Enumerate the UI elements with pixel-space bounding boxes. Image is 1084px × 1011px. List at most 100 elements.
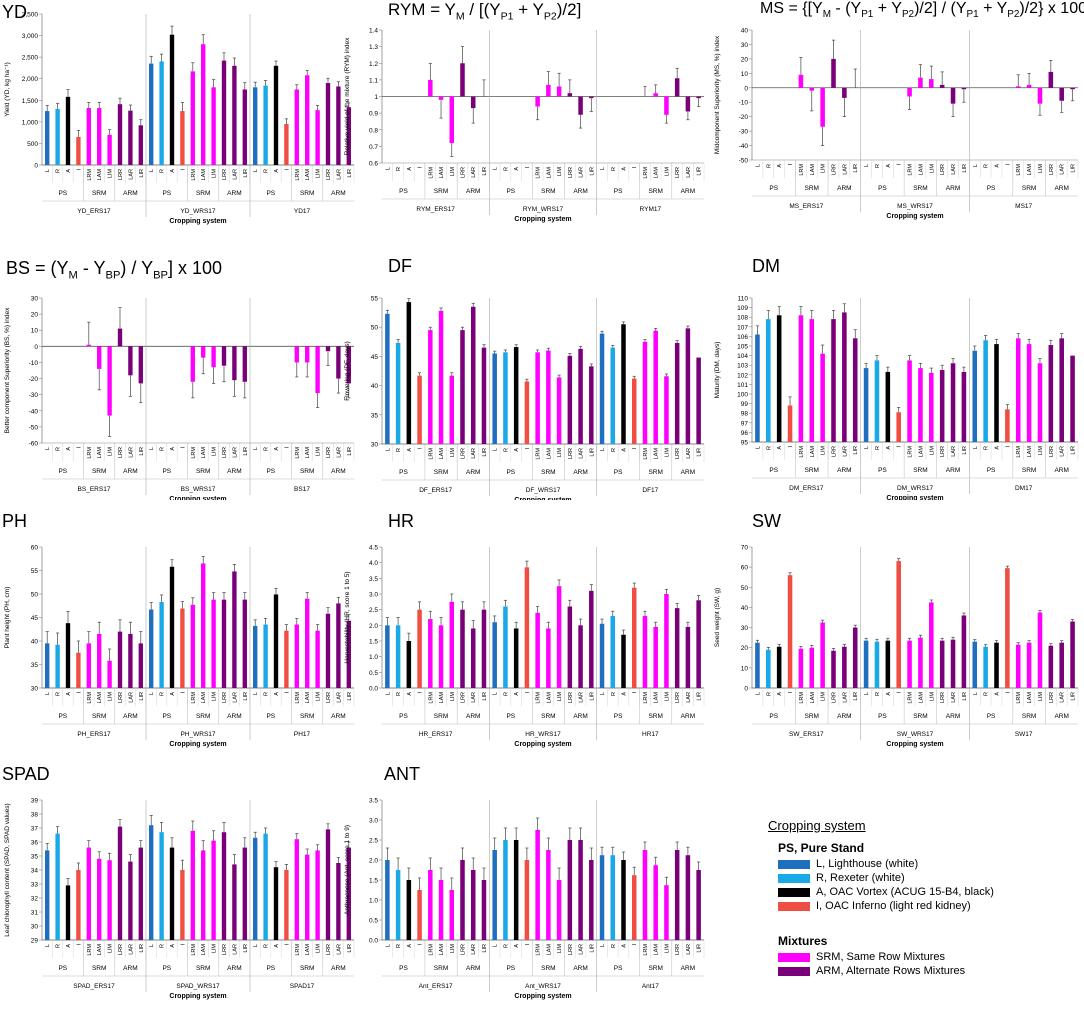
x-tick-label: LIM [316, 447, 322, 457]
bar [315, 850, 320, 940]
spad-panel: SPAD Leaf chlorophyll content (SPAD, SPA… [0, 758, 360, 1006]
bar [336, 86, 341, 165]
x-tick-label: I [180, 447, 186, 449]
bar [939, 370, 945, 442]
x-tick-label: A [274, 169, 280, 173]
x-tick-label: LAR [232, 447, 238, 458]
x-tick-label: R [160, 169, 166, 173]
bar [190, 71, 195, 165]
x-axis-title: Cropping system [886, 741, 943, 748]
x-tick-label: L [45, 169, 51, 172]
bar [159, 61, 164, 166]
x-tick-label: LAM [918, 692, 924, 704]
x-tick-label: R [503, 944, 509, 948]
bar [642, 615, 648, 688]
x-tick-label: LAM [918, 446, 924, 458]
x-tick-label: LRM [799, 164, 805, 176]
bar [578, 840, 583, 940]
bar [599, 333, 605, 444]
bar [438, 310, 444, 444]
bar [685, 96, 691, 112]
bar [492, 353, 497, 444]
group-label: ARM [573, 469, 587, 476]
x-tick-label: A [274, 692, 280, 696]
x-tick-label: LAM [201, 169, 207, 181]
x-tick-label: R [984, 164, 990, 168]
x-tick-label: LIM [316, 692, 322, 702]
x-tick-label: LRR [1049, 446, 1055, 457]
y-tick-label: 39 [31, 798, 39, 805]
bar [481, 880, 487, 940]
bar [929, 602, 934, 688]
x-tick-label: LIM [316, 944, 322, 954]
x-tick-label: LIR [589, 692, 595, 701]
x-tick-label: LRM [295, 169, 301, 181]
bar [460, 860, 465, 940]
x-axis-title: Cropping system [169, 496, 226, 500]
y-tick-label: 105 [737, 344, 748, 351]
bar [776, 315, 782, 442]
x-tick-label: LRM [536, 692, 542, 704]
legend-label-a: A, OAC Vortex (ACUG 15-B4, black) [816, 886, 994, 898]
x-tick-label: LAM [305, 447, 311, 459]
bar [983, 340, 988, 442]
bar [65, 623, 71, 688]
bar [950, 87, 956, 104]
x-tick-label: LRR [326, 169, 332, 180]
y-tick-label: 1 [374, 94, 378, 101]
bar [939, 84, 945, 88]
x-tick-label: A [995, 446, 1001, 450]
x-tick-label: LIR [482, 448, 488, 457]
x-tick-label: LIR [243, 447, 249, 456]
x-tick-label: LIR [589, 944, 595, 953]
group-label: SRM [434, 965, 448, 972]
bar [336, 346, 341, 379]
y-tick-label: 50 [371, 325, 379, 332]
y-tick-label: -40 [29, 408, 39, 415]
x-tick-label: LRM [643, 944, 649, 956]
x-tick-label: LIM [664, 944, 670, 954]
y-tick-label: 55 [371, 296, 379, 303]
y-tick-label: -30 [29, 392, 39, 399]
bar [1048, 71, 1054, 88]
y-tick-label: 106 [737, 334, 748, 341]
y-tick-label: 50 [31, 592, 39, 599]
y-tick-label: 1,500 [22, 98, 39, 105]
bar [929, 79, 934, 88]
bar [918, 368, 923, 442]
bar [128, 346, 133, 376]
bar [232, 65, 237, 165]
x-tick-label: LAR [951, 446, 957, 457]
x-tick-label: I [632, 944, 638, 946]
bar [1026, 344, 1032, 442]
x-tick-label: L [973, 692, 979, 695]
x-tick-label: A [66, 944, 72, 948]
group-label: PS [878, 467, 887, 474]
x-tick-label: LIR [347, 169, 353, 178]
bar [503, 352, 508, 444]
x-tick-label: L [45, 447, 51, 450]
y-tick-label: 0 [744, 686, 748, 693]
y-tick-label: 32 [31, 896, 39, 903]
rym-chart: Relative yield of the mixture (RYM) inde… [344, 28, 705, 223]
y-tick-label: 30 [741, 42, 749, 49]
x-tick-label: LRM [87, 169, 93, 181]
bar [642, 850, 648, 940]
bar [325, 83, 331, 165]
group-label: SRM [541, 713, 555, 720]
x-tick-label: LRM [295, 447, 301, 459]
x-tick-label: LIR [347, 447, 353, 456]
x-tick-label: LAM [1027, 164, 1033, 176]
bar [653, 93, 658, 97]
bar [201, 346, 206, 358]
bar [885, 640, 891, 688]
group-label: PS [399, 188, 408, 195]
bar [961, 371, 967, 442]
bar [1026, 84, 1032, 88]
group-label: ARM [123, 190, 137, 197]
bar [664, 96, 669, 115]
bar [470, 628, 476, 688]
y-tick-label: 1.5 [369, 878, 378, 885]
bar [346, 620, 351, 688]
legend-item-arm: ARM, Alternate Rows Mixtures [778, 965, 1078, 977]
